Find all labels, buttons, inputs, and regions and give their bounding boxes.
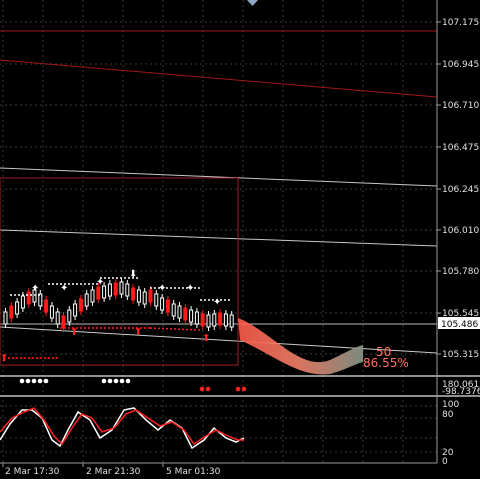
candle <box>125 283 130 297</box>
price-axis[interactable]: 107.175 106.945 106.710 106.475 106.245 … <box>437 18 480 360</box>
price-tick: 106.945 <box>442 60 479 70</box>
candle <box>3 311 8 325</box>
svg-text:✦: ✦ <box>31 283 39 294</box>
candle <box>61 315 66 329</box>
candle <box>136 289 141 303</box>
price-tick: 105.545 <box>442 309 479 319</box>
candle <box>67 309 72 323</box>
svg-text:⬆: ⬆ <box>0 353 8 364</box>
svg-text:✦: ✦ <box>213 297 221 308</box>
candle <box>154 293 159 307</box>
candle <box>194 311 199 325</box>
candle <box>73 303 78 317</box>
candle <box>189 309 194 323</box>
forecast-count: 50 <box>376 345 391 359</box>
time-label: 2 Mar 21:30 <box>86 467 141 477</box>
candle <box>78 298 83 312</box>
strip-label: 180.0613 <box>442 380 480 390</box>
candle <box>44 299 49 313</box>
forecast-percent: 86.55% <box>363 356 409 370</box>
price-tick: 105.780 <box>442 267 479 277</box>
candle <box>183 307 188 321</box>
candle <box>200 313 205 327</box>
candle <box>102 285 107 299</box>
candle <box>229 314 234 328</box>
oscillator-axis: 100 80 20 0 <box>442 400 459 467</box>
scroll-marker-icon[interactable] <box>247 0 258 6</box>
candle <box>15 301 20 315</box>
price-tick: 106.710 <box>442 101 479 111</box>
grid <box>0 0 437 463</box>
time-axis[interactable]: 2 Mar 17:30 2 Mar 21:30 5 Mar 01:30 <box>2 463 221 477</box>
candle <box>84 293 89 307</box>
candle <box>90 289 95 303</box>
candle <box>212 313 217 327</box>
strip-axis: 180.0613 -98.7376 <box>442 380 480 397</box>
current-price-label: 105.486 <box>441 320 478 330</box>
svg-text:⬆: ⬆ <box>70 327 78 338</box>
candle <box>119 281 124 295</box>
time-label: 2 Mar 17:30 <box>5 467 60 477</box>
candle <box>107 283 112 297</box>
candle <box>32 289 37 303</box>
candle <box>55 311 60 325</box>
candle <box>113 282 118 296</box>
time-label: 5 Mar 01:30 <box>166 467 221 477</box>
candle <box>165 299 170 313</box>
osc-tick: 20 <box>442 448 454 458</box>
price-tick: 106.475 <box>442 143 479 153</box>
candle <box>206 314 211 328</box>
candle <box>218 312 223 326</box>
svg-text:⬆: ⬆ <box>202 333 210 344</box>
candle <box>148 289 153 303</box>
signal-markers: ✦ ✦ ✦ ⬇ ✦ ✦ ✦ ⬆ ⬆ ⬆ ⬆ <box>0 269 232 364</box>
candle <box>9 305 14 319</box>
candle <box>131 287 136 301</box>
svg-text:✦: ✦ <box>60 283 68 294</box>
forecast-area <box>238 318 363 375</box>
osc-tick: 0 <box>442 457 448 467</box>
candle <box>171 303 176 317</box>
price-tick: 105.315 <box>442 350 479 360</box>
svg-text:⬆: ⬆ <box>134 327 142 338</box>
candle <box>96 286 101 300</box>
price-tick: 106.010 <box>442 226 479 236</box>
osc-tick: 80 <box>442 410 454 420</box>
candle <box>177 305 182 319</box>
oscillator-signal-line <box>0 407 244 446</box>
candle <box>20 295 25 309</box>
candle <box>38 293 43 307</box>
candle <box>223 313 228 327</box>
osc-tick: 100 <box>442 400 459 410</box>
price-tick: 106.245 <box>442 185 479 195</box>
strip-dots <box>19 378 247 392</box>
svg-text:⬇: ⬇ <box>129 269 137 280</box>
price-tick: 107.175 <box>442 18 479 28</box>
strip-label: -98.7376 <box>442 387 480 397</box>
candles <box>3 278 234 332</box>
svg-text:✦: ✦ <box>96 277 104 288</box>
current-price-box <box>438 317 480 329</box>
candle <box>49 305 54 319</box>
oscillator-main-line <box>0 407 245 450</box>
candle <box>142 291 147 305</box>
range-box[interactable] <box>0 177 239 366</box>
candle <box>26 291 31 305</box>
oscillator-pane[interactable] <box>0 405 437 450</box>
candle <box>160 297 165 311</box>
